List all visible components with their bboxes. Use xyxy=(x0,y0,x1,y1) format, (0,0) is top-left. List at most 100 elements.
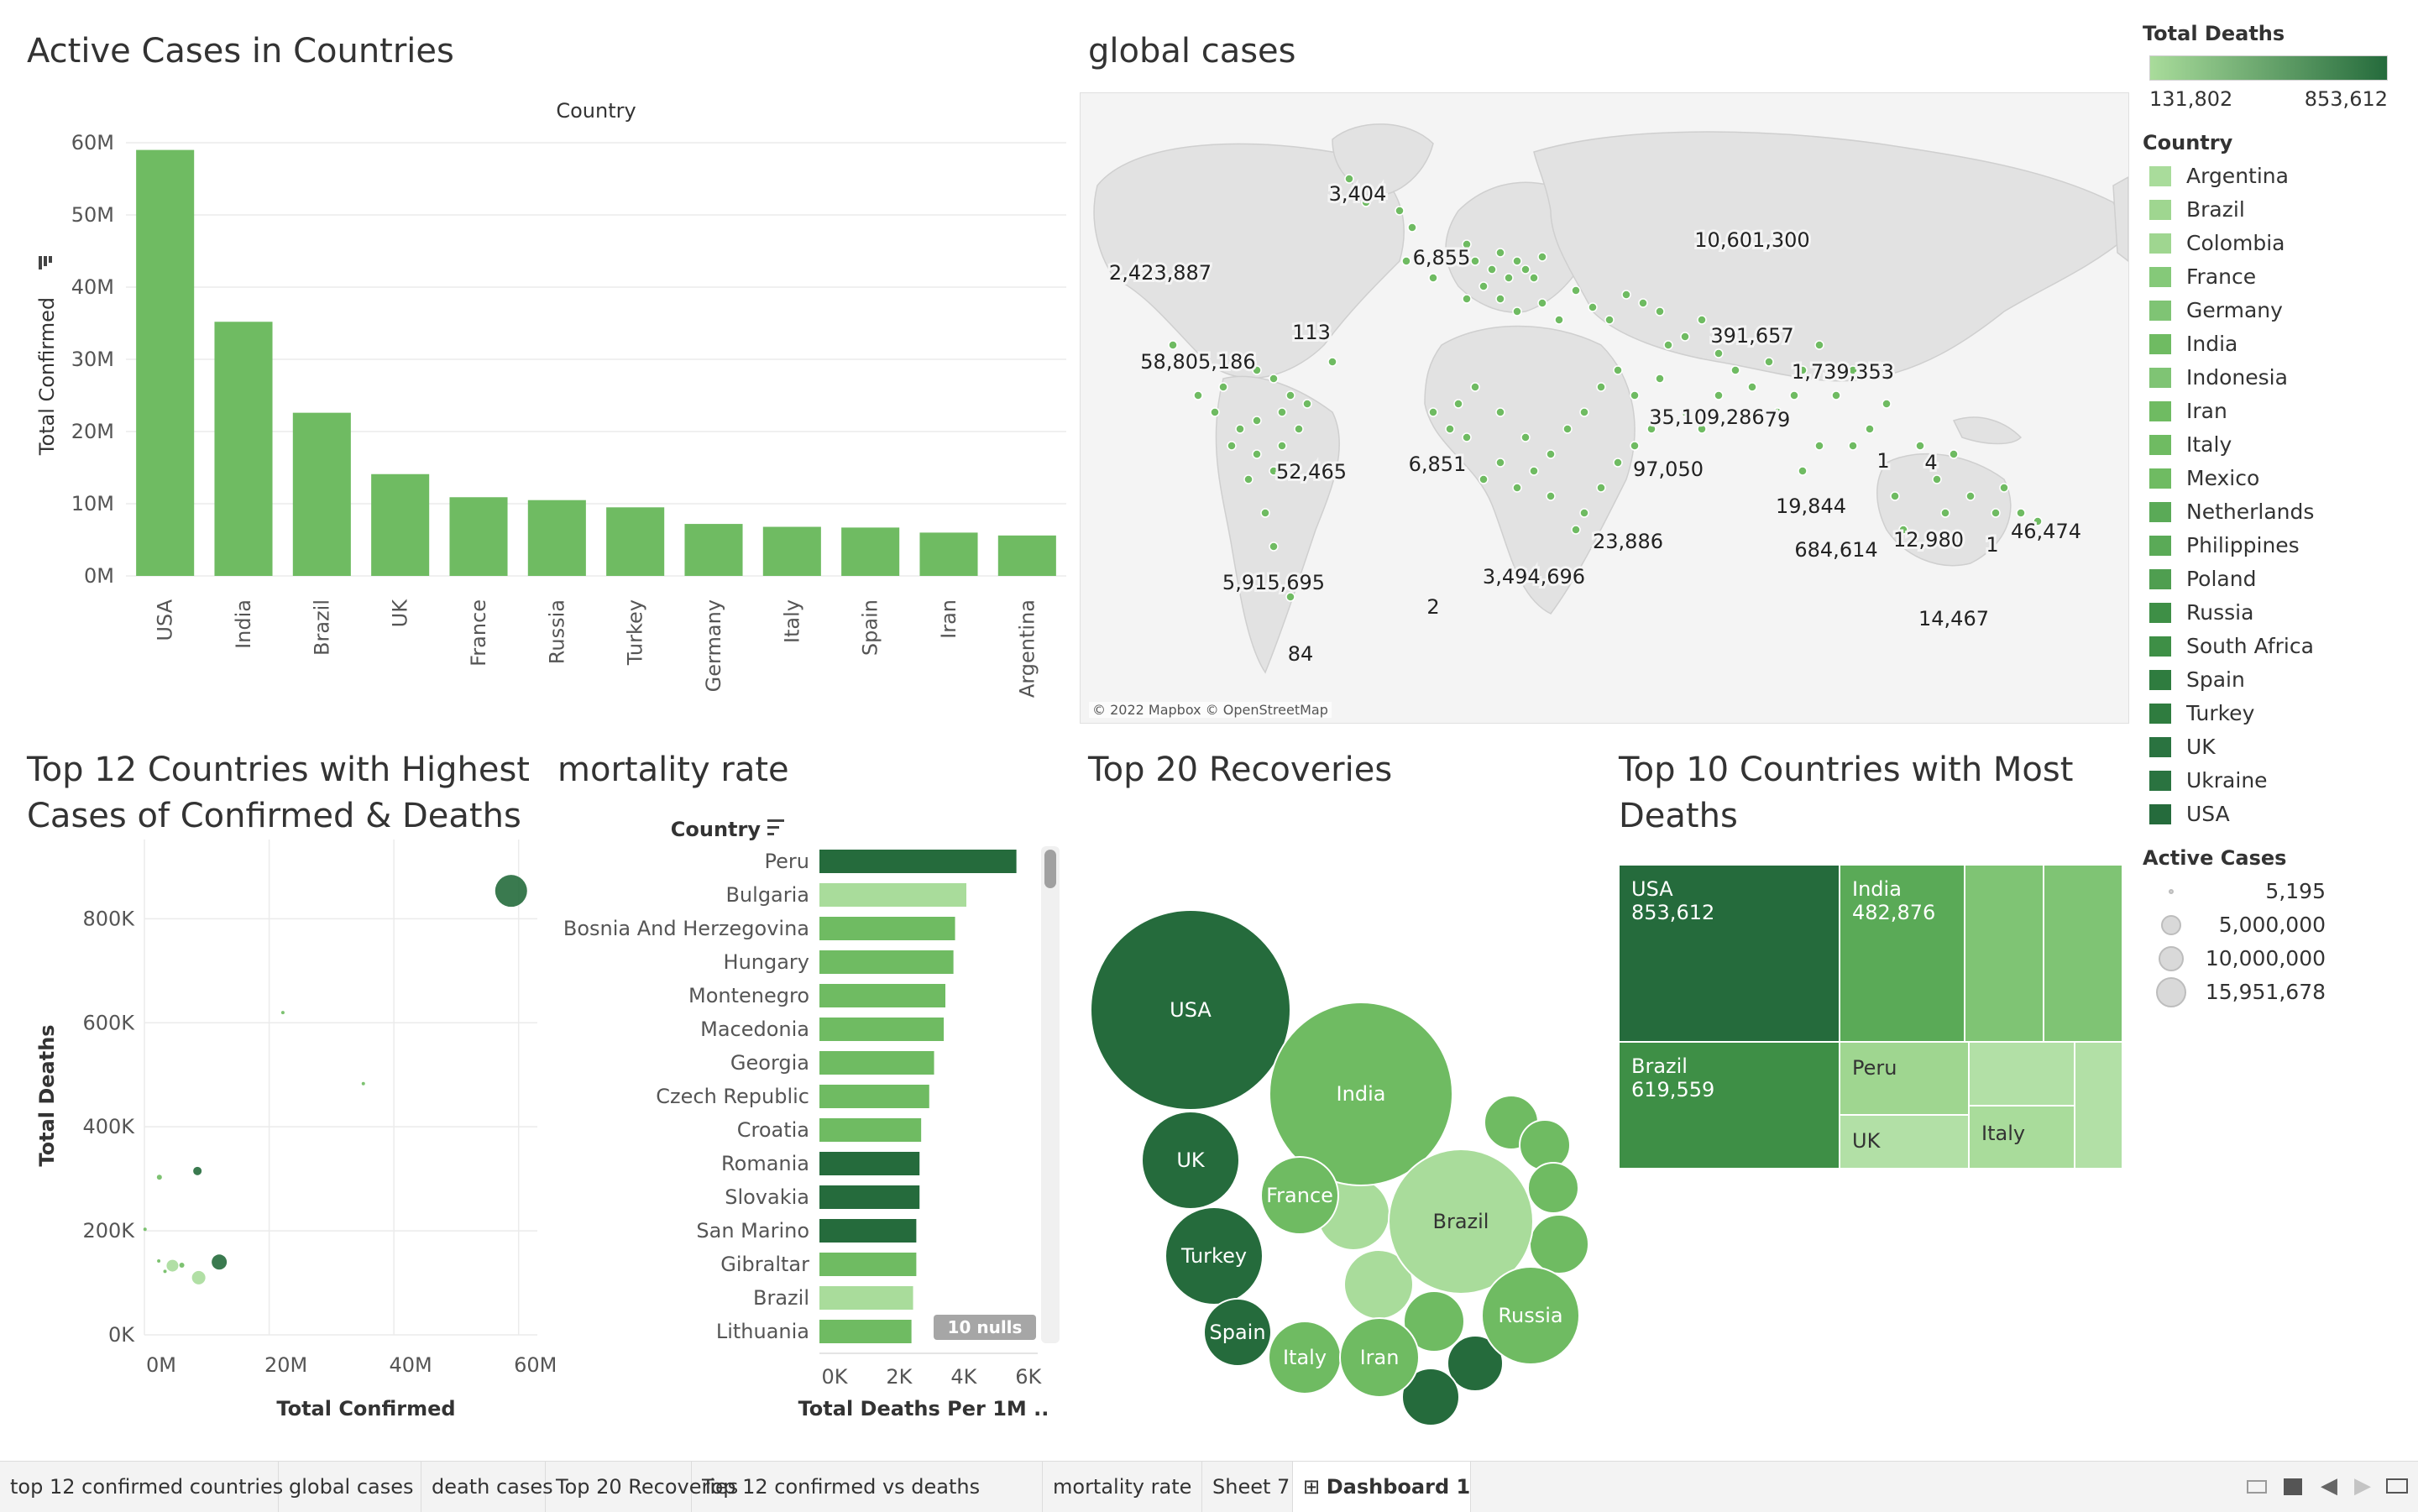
scatter-point[interactable] xyxy=(157,1259,161,1263)
scatter-point[interactable] xyxy=(163,1269,167,1274)
map-marker[interactable] xyxy=(1193,390,1203,400)
mortality-bar-san-marino[interactable] xyxy=(819,1219,917,1243)
next-sheet-icon[interactable]: ▶ xyxy=(2354,1473,2371,1499)
tab-mortality-rate[interactable]: mortality rate xyxy=(1043,1462,1202,1512)
recovery-bubble[interactable] xyxy=(1519,1119,1571,1171)
map-marker[interactable] xyxy=(1932,474,1942,484)
map-marker[interactable] xyxy=(1479,281,1489,291)
legend-item-germany[interactable]: Germany xyxy=(2149,294,2401,327)
legend-item-colombia[interactable]: Colombia xyxy=(2149,227,2401,260)
treemap-cell-india[interactable]: India 482,876 xyxy=(1840,865,1965,1042)
tab-top-20-recoveries[interactable]: Top 20 Recoveries xyxy=(546,1462,738,1512)
map-marker[interactable] xyxy=(1537,298,1547,308)
bubble-france[interactable]: France xyxy=(1260,1156,1339,1235)
legend-item-mexico[interactable]: Mexico xyxy=(2149,462,2401,495)
map-marker[interactable] xyxy=(1562,424,1573,434)
map-marker[interactable] xyxy=(1571,285,1581,296)
map-marker[interactable] xyxy=(1235,424,1245,434)
map-marker[interactable] xyxy=(1252,365,1262,375)
bar-india[interactable] xyxy=(214,322,273,576)
mortality-bar-czech-republic[interactable] xyxy=(819,1085,929,1108)
map-marker[interactable] xyxy=(1344,174,1354,184)
map-marker[interactable] xyxy=(1663,407,1673,417)
treemap-cell-usa[interactable]: USA 853,612 xyxy=(1619,865,1840,1042)
bar-russia[interactable] xyxy=(527,500,586,576)
map-marker[interactable] xyxy=(1269,466,1279,476)
map-marker[interactable] xyxy=(1546,491,1556,501)
map-marker[interactable] xyxy=(1588,302,1598,312)
map-marker[interactable] xyxy=(1764,357,1774,367)
map-marker[interactable] xyxy=(1520,264,1531,275)
tab-dashboard-1[interactable]: ⊞ Dashboard 1 xyxy=(1293,1462,1471,1512)
map-marker[interactable] xyxy=(1663,340,1673,350)
mortality-bar-lithuania[interactable] xyxy=(819,1320,912,1343)
scatter-point[interactable] xyxy=(179,1262,185,1268)
map-marker[interactable] xyxy=(1479,474,1489,484)
map-marker[interactable] xyxy=(1487,264,1497,275)
map-marker[interactable] xyxy=(1495,248,1505,258)
treemap-cell-unlabeled-4[interactable] xyxy=(2075,1042,2122,1169)
sort-descending-icon[interactable] xyxy=(767,819,784,835)
map-marker[interactable] xyxy=(1814,340,1824,350)
bubble-brazil[interactable]: Brazil xyxy=(1388,1148,1534,1295)
map-marker[interactable] xyxy=(1730,365,1740,375)
legend-item-usa[interactable]: USA xyxy=(2149,798,2401,831)
scatter-point[interactable] xyxy=(156,1175,162,1180)
map-marker[interactable] xyxy=(1630,441,1640,451)
mortality-bar-hungary[interactable] xyxy=(819,950,954,974)
map-marker[interactable] xyxy=(1646,424,1656,434)
legend-item-uk[interactable]: UK xyxy=(2149,730,2401,764)
map-marker[interactable] xyxy=(1915,441,1925,451)
size-legend-item[interactable]: 5,195 xyxy=(2149,875,2326,908)
map-marker[interactable] xyxy=(1428,407,1438,417)
bar-iran[interactable] xyxy=(919,532,978,576)
world-map[interactable]: 3,404 2,423,887 6,855 10,601,300 113 58,805,1… xyxy=(1080,92,2129,724)
map-marker[interactable] xyxy=(1302,399,1312,409)
map-marker[interactable] xyxy=(1714,390,1724,400)
mortality-scroll-thumb[interactable] xyxy=(1044,850,1056,888)
map-marker[interactable] xyxy=(1991,508,2001,518)
map-marker[interactable] xyxy=(1697,424,1707,434)
mortality-bar-brazil[interactable] xyxy=(819,1286,913,1310)
map-marker[interactable] xyxy=(1243,474,1253,484)
map-marker[interactable] xyxy=(1462,294,1472,304)
map-marker[interactable] xyxy=(1680,407,1690,417)
recovery-bubble[interactable] xyxy=(1447,1335,1504,1392)
presentation-mode-icon[interactable] xyxy=(2386,1478,2408,1494)
legend-item-argentina[interactable]: Argentina xyxy=(2149,160,2401,193)
legend-item-france[interactable]: France xyxy=(2149,260,2401,294)
treemap-cell-uk[interactable]: UK xyxy=(1840,1115,1969,1169)
map-marker[interactable] xyxy=(1453,399,1463,409)
map-marker[interactable] xyxy=(1277,407,1287,417)
mortality-bar-georgia[interactable] xyxy=(819,1051,934,1075)
treemap-cell-unlabeled-2[interactable] xyxy=(2044,865,2122,1042)
map-marker[interactable] xyxy=(1848,365,1858,375)
legend-item-south-africa[interactable]: South Africa xyxy=(2149,630,2401,663)
treemap-cell-italy[interactable]: Italy xyxy=(1969,1106,2075,1169)
map-marker[interactable] xyxy=(1277,441,1287,451)
legend-item-turkey[interactable]: Turkey xyxy=(2149,697,2401,730)
size-legend-item[interactable]: 5,000,000 xyxy=(2149,908,2326,942)
prev-sheet-icon[interactable]: ◀ xyxy=(2321,1473,2337,1499)
map-marker[interactable] xyxy=(1537,252,1547,262)
bubble-spain[interactable]: Spain xyxy=(1203,1298,1272,1367)
map-marker[interactable] xyxy=(1789,390,1799,400)
mortality-scrollbar[interactable] xyxy=(1041,846,1060,1343)
map-marker[interactable] xyxy=(1395,206,1405,216)
legend-item-ukraine[interactable]: Ukraine xyxy=(2149,764,2401,798)
mortality-bar-montenegro[interactable] xyxy=(819,984,945,1007)
map-marker[interactable] xyxy=(1285,592,1295,602)
bubble-india[interactable]: India xyxy=(1269,1002,1453,1186)
map-marker[interactable] xyxy=(1445,424,1455,434)
tab-death-cases[interactable]: death cases xyxy=(421,1462,553,1512)
bubble-russia[interactable]: Russia xyxy=(1481,1266,1580,1365)
map-marker[interactable] xyxy=(1949,449,1959,459)
scatter-point[interactable] xyxy=(143,1227,147,1232)
map-marker[interactable] xyxy=(1462,432,1472,442)
bubble-usa[interactable]: USA xyxy=(1090,909,1291,1111)
scatter-point[interactable] xyxy=(191,1270,206,1284)
mortality-bar-slovakia[interactable] xyxy=(819,1185,920,1209)
bubble-italy[interactable]: Italy xyxy=(1268,1321,1342,1394)
tab-top-12-confirmed-countries[interactable]: top 12 confirmed countries xyxy=(0,1462,283,1512)
map-marker[interactable] xyxy=(1428,273,1438,283)
